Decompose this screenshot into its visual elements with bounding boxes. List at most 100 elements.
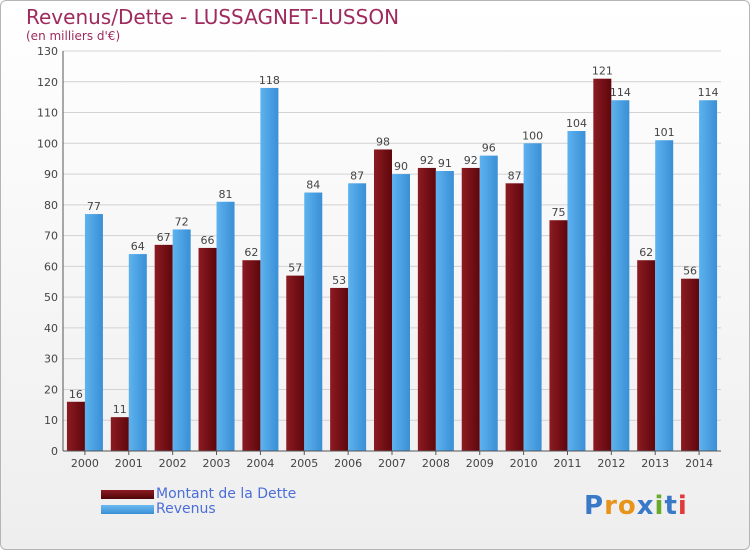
x-tick-label: 2013 [641, 457, 669, 470]
data-label-revenus: 100 [522, 129, 543, 142]
logo-letter: i [654, 491, 665, 521]
bar-revenus [435, 171, 454, 451]
bar-dette [681, 278, 700, 451]
chart-subtitle: (en milliers d'€) [26, 29, 121, 43]
y-tick-label: 120 [37, 76, 58, 89]
data-label-revenus: 118 [259, 74, 280, 87]
x-tick-label: 2008 [422, 457, 450, 470]
bar-dette [286, 275, 305, 451]
bar-revenus [523, 143, 542, 452]
logo-letter: x [636, 491, 655, 521]
data-label-dette: 98 [376, 135, 390, 148]
bar-dette [374, 149, 392, 451]
data-label-revenus: 101 [654, 126, 675, 139]
data-label-revenus: 114 [698, 86, 719, 99]
data-label-dette: 87 [508, 169, 522, 182]
bar-dette [461, 167, 480, 451]
bar-revenus [479, 155, 498, 451]
bar-revenus [392, 174, 410, 452]
bar-dette [593, 78, 612, 451]
x-tick-label: 2010 [510, 457, 538, 470]
data-label-dette: 53 [332, 274, 346, 287]
x-tick-label: 2014 [685, 457, 713, 470]
bar-revenus [128, 254, 147, 451]
y-tick-label: 60 [44, 260, 58, 273]
x-tick-label: 2002 [159, 457, 187, 470]
data-label-dette: 67 [157, 231, 171, 244]
data-label-dette: 57 [288, 262, 302, 275]
data-label-dette: 92 [464, 154, 478, 167]
data-label-dette: 92 [420, 154, 434, 167]
y-tick-label: 10 [44, 414, 58, 427]
data-label-dette: 66 [201, 234, 215, 247]
proxiti-logo: Proxiti [584, 491, 688, 521]
logo-letter: o [617, 491, 637, 521]
data-label-revenus: 90 [394, 160, 408, 173]
bar-revenus [260, 87, 279, 451]
bar-revenus [348, 183, 367, 452]
data-label-revenus: 91 [438, 157, 452, 170]
bar-dette [66, 401, 85, 451]
y-tick-label: 30 [44, 353, 58, 366]
x-tick-label: 2009 [466, 457, 494, 470]
data-label-dette: 62 [244, 246, 258, 259]
bar-dette [505, 183, 524, 452]
x-tick-label: 2005 [290, 457, 318, 470]
data-label-dette: 121 [592, 65, 613, 78]
bar-dette [242, 260, 261, 451]
logo-letter: i [677, 491, 688, 521]
legend-swatch-dette [101, 490, 154, 499]
x-tick-label: 2003 [203, 457, 231, 470]
bar-dette [637, 260, 656, 451]
data-label-revenus: 87 [350, 169, 364, 182]
bar-revenus [216, 201, 235, 451]
legend-label-dette: Montant de la Dette [156, 486, 297, 502]
y-tick-label: 50 [44, 291, 58, 304]
data-label-revenus: 96 [482, 142, 496, 155]
bar-dette [330, 287, 349, 451]
y-tick-label: 100 [37, 137, 58, 150]
x-tick-label: 2007 [378, 457, 406, 470]
bar-dette [154, 244, 173, 451]
data-label-revenus: 64 [131, 240, 145, 253]
bar-dette [198, 247, 217, 451]
data-label-dette: 16 [69, 388, 83, 401]
y-tick-label: 130 [37, 45, 58, 58]
x-tick-label: 2006 [334, 457, 362, 470]
y-tick-label: 80 [44, 199, 58, 212]
bar-revenus [304, 192, 323, 452]
y-tick-label: 40 [44, 322, 58, 335]
chart-title: Revenus/Dette - LUSSAGNET-LUSSON [26, 5, 400, 29]
bar-dette [417, 167, 436, 451]
logo-letter: P [584, 491, 605, 521]
y-tick-label: 90 [44, 168, 58, 181]
bar-revenus [611, 100, 630, 451]
bar-dette [549, 220, 568, 451]
bar-revenus [567, 131, 586, 451]
y-tick-label: 70 [44, 230, 58, 243]
data-label-revenus: 77 [87, 200, 101, 213]
bar-dette [110, 417, 129, 451]
data-label-dette: 75 [551, 206, 565, 219]
x-tick-label: 2001 [115, 457, 143, 470]
logo-letter: t [664, 491, 678, 521]
data-label-revenus: 84 [306, 179, 320, 192]
data-label-dette: 62 [639, 246, 653, 259]
data-label-dette: 11 [113, 403, 127, 416]
logo-letter: r [604, 491, 618, 521]
legend-label-revenus: Revenus [156, 501, 216, 517]
data-label-revenus: 114 [610, 86, 631, 99]
x-tick-label: 2011 [553, 457, 581, 470]
bar-revenus [699, 100, 718, 451]
legend-swatch-revenus [101, 505, 154, 514]
data-label-revenus: 72 [175, 215, 189, 228]
x-tick-label: 2012 [597, 457, 625, 470]
y-tick-label: 0 [51, 445, 58, 458]
data-label-revenus: 81 [219, 188, 233, 201]
data-label-dette: 56 [683, 265, 697, 278]
bar-revenus [655, 140, 674, 451]
bar-revenus [84, 214, 103, 451]
x-tick-label: 2000 [71, 457, 99, 470]
